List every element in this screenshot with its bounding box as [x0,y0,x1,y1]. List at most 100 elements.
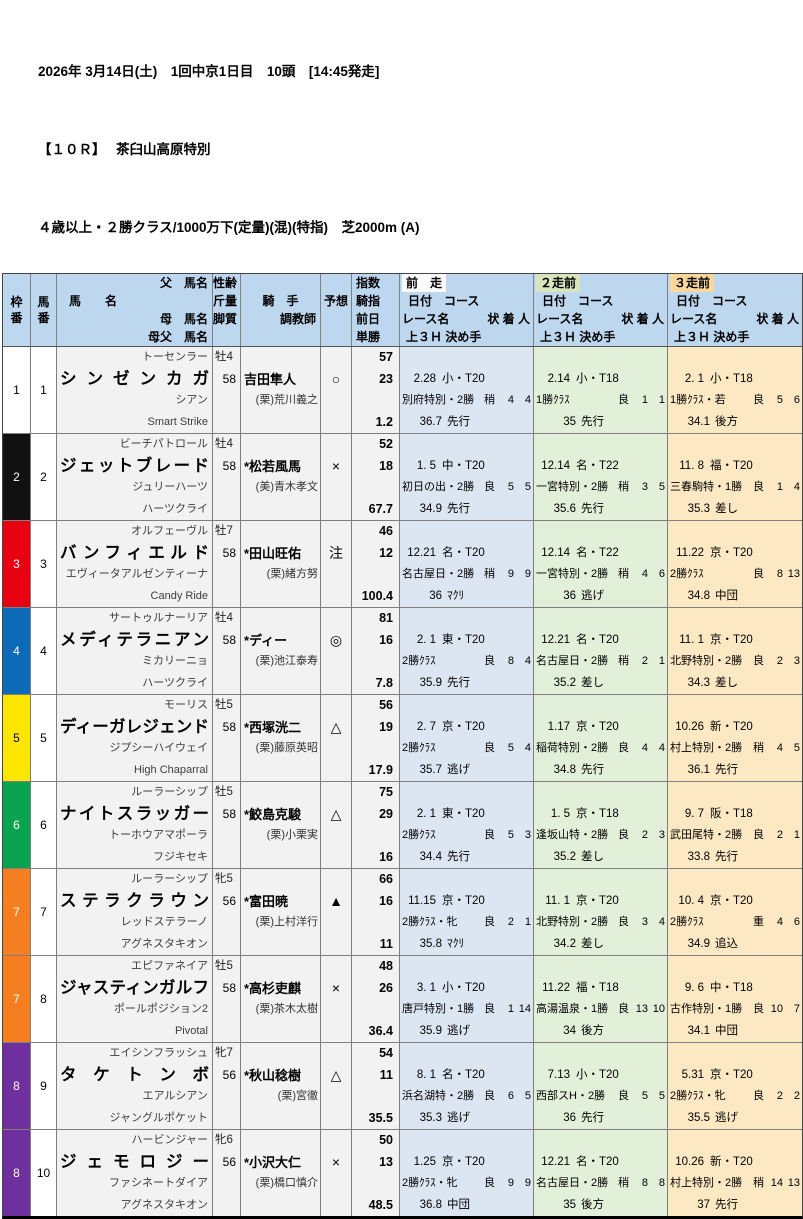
sex-age: 牡4 [215,612,233,624]
running-style: 先行 [447,502,470,515]
last-3f-time: 33.8 [687,850,710,863]
jockey-index: 12 [379,545,393,560]
last-3f-time: 34.2 [553,937,576,950]
finish-position: 3 [641,481,648,493]
jockey-index: 23 [379,371,393,386]
prediction-mark: ○ [331,370,341,387]
three-back-race-cell: 10.26 新・T20 村上特別・2勝稍 4 5 36.1 先行 [668,695,802,781]
popularity: 6 [658,568,665,580]
jockey-name: *鮫島克駿 [244,806,302,822]
prediction-cell: △ [321,1043,352,1129]
last-3f-time: 35.5 [687,1111,710,1124]
race-course: 京・T20 [710,633,753,646]
frame-cell: 1 [3,347,31,433]
running-style: 中団 [447,1198,470,1211]
last-3f-time: 35.2 [553,850,576,863]
running-style-blank [213,912,240,934]
win-odds: 11 [379,936,393,951]
race-date: 10.26 [675,1155,704,1168]
track-condition: 重 [753,916,764,928]
sex-age: 牡7 [215,525,233,537]
jockey-index: 18 [379,458,393,473]
frame-cell: 7 [3,956,31,1042]
last-race-cell: 1.25 京・T20 2勝ｸﾗｽ・牝良 9 9 36.8 中団 [400,1130,534,1216]
two-back-race-cell: 11.22 福・T18 高湯温泉・1勝良 13 10 34 後方 [534,956,668,1042]
track-condition: 良 [484,829,495,841]
race-course: 名・T22 [576,459,619,472]
finish-position: 6 [507,1090,514,1102]
trainer-name: (栗)茶木太樹 [255,1003,318,1015]
finish-position: 5 [507,481,514,493]
race-date: 2. 7 [416,720,436,733]
horse-name-cell: ビーチパトロール ジェットブレード ジュリーハーツ ハーツクライ [57,434,213,520]
dam-name: エヴィータアルゼンティーナ [65,568,208,580]
running-style: 差し [715,502,738,515]
table-row: 3 3 オルフェーヴル バンフィエルド エヴィータアルゼンティーナ Candy … [3,521,802,608]
last-3f-time: 36 [563,1111,576,1124]
last-3f-time: 34.8 [553,763,576,776]
carried-weight: 56 [222,1067,236,1082]
jockey-cell: *田山旺佑 (栗)緒方努 [241,521,321,607]
last-3f-time: 37 [697,1198,710,1211]
speed-index: 56 [379,698,393,712]
jockey-name: *秋山稔樹 [244,1067,302,1083]
speed-index: 46 [379,524,393,538]
race-date: 11. 8 [679,459,704,472]
horse-number: 6 [40,818,47,832]
table-row: 8 9 エイシンフラッシュ タケトンボ エアルシアン ジャングルポケット 牝7 … [3,1043,802,1130]
race-date: 5.31 [681,1068,704,1081]
two-back-race-cell: 12.14 名・T22 一宮特別・2勝稍 3 5 35.6 先行 [534,434,668,520]
race-name: 2勝ｸﾗｽ・牝 [402,916,458,928]
last-race-cell: 12.21 名・T20 名古屋日・2勝稍 9 9 36 ﾏｸﾘ [400,521,534,607]
last-3f-time: 35.7 [419,763,442,776]
race-date-line: 2026年 3月14日(土) 1回中京1日目 10頭 [14:45発走] [38,64,380,79]
win-odds: 1.2 [375,414,393,429]
trainer-name: (栗)池江泰寿 [255,655,318,667]
jockey-index: 19 [379,719,393,734]
horse-number-cell: 2 [31,434,57,520]
horse-number-cell: 6 [31,782,57,868]
popularity: 5 [524,481,531,493]
track-condition: 良 [618,1090,629,1102]
sire-name: トーセンラー [142,351,208,363]
popularity: 4 [524,394,531,406]
track-condition: 良 [618,829,629,841]
jockey-index: 11 [379,1067,393,1082]
two-back-race-cell: 1.17 京・T20 稲荷特別・2勝良 4 4 34.8 先行 [534,695,668,781]
two-back-race-cell: 1. 5 京・T18 逢坂山特・2勝良 2 3 35.2 差し [534,782,668,868]
horse-name: ステラクラウン [60,891,209,910]
race-number-name: 【１０Ｒ】 茶臼山高原特別 [38,142,211,157]
race-name: 2勝ｸﾗｽ・牝 [402,1177,458,1189]
index-cell: 57 23 1.2 [352,347,400,433]
race-course: 小・T18 [576,372,619,385]
finish-position: 14 [770,1177,783,1189]
sire-name: ハービンジャー [131,1134,208,1146]
prediction-cell: 注 [321,521,352,607]
race-course: 京・T20 [442,894,485,907]
horse-name: ジェットブレード [60,456,209,475]
last-3f-time: 35.3 [419,1111,442,1124]
damsire-name: Smart Strike [147,415,208,428]
horse-name: ディーガレジェンド [60,717,209,736]
race-course: 名・T20 [576,633,619,646]
race-date: 2.14 [547,372,570,385]
finish-position: 2 [776,829,783,841]
jockey-cell: *秋山稔樹 (栗)宮徹 [241,1043,321,1129]
two-back-race-cell: 12.21 名・T20 名古屋日・2勝稍 8 8 35 後方 [534,1130,668,1216]
horse-number-cell: 8 [31,956,57,1042]
two-back-race-cell: 11. 1 京・T20 北野特別・2勝良 3 4 34.2 差し [534,869,668,955]
prediction-cell: × [321,956,352,1042]
race-name: 初日の出・2勝 [402,481,475,493]
finish-position: 4 [641,568,648,580]
running-style: 逃げ [715,1111,738,1124]
popularity: 13 [787,1177,800,1189]
last-3f-time: 34.8 [687,589,710,602]
race-name: 2勝ｸﾗｽ [670,568,704,580]
profile-cell: 牡4 58 [213,608,241,694]
popularity: 4 [524,655,531,667]
popularity: 3 [524,829,531,841]
frame-number: 2 [13,470,20,484]
frame-number: 8 [13,1079,20,1093]
popularity: 1 [658,655,665,667]
trainer-name: (美)青木孝文 [255,481,318,493]
